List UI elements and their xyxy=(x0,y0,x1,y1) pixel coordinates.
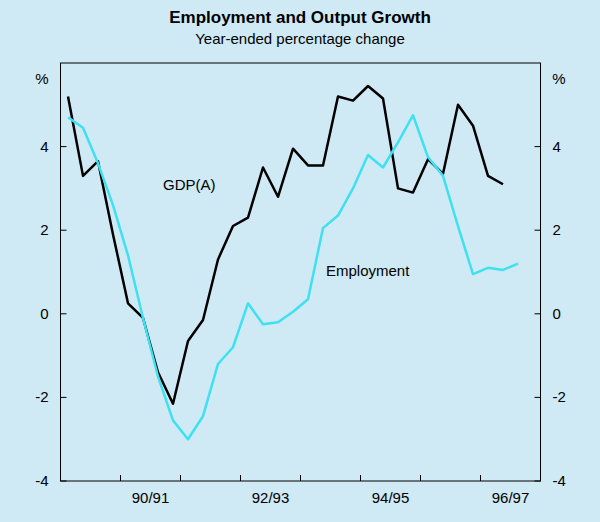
y-tick xyxy=(61,146,67,147)
x-tick xyxy=(120,475,121,481)
y2-tick xyxy=(535,313,541,314)
y2-axis-label: % xyxy=(552,70,565,87)
x-tick-label: 96/97 xyxy=(492,489,530,506)
x-tick-label: 92/93 xyxy=(252,489,290,506)
y2-tick xyxy=(535,397,541,398)
series-label: Employment xyxy=(326,262,410,279)
y-tick xyxy=(61,313,67,314)
y-tick-label: 4 xyxy=(40,138,48,155)
y-tick-label: -2 xyxy=(35,388,48,405)
x-tick xyxy=(420,475,421,481)
x-tick-label: 94/95 xyxy=(372,489,410,506)
y-tick-label: 2 xyxy=(40,221,48,238)
y-tick-label: 0 xyxy=(40,305,48,322)
y2-tick-label: -2 xyxy=(553,388,566,405)
x-tick-label: 90/91 xyxy=(132,489,170,506)
x-tick xyxy=(480,475,481,481)
y-tick-label: -4 xyxy=(35,472,48,489)
x-tick xyxy=(300,475,301,481)
series-group xyxy=(68,86,518,439)
series-label: GDP(A) xyxy=(163,176,216,193)
y-axis-label: % xyxy=(35,70,48,87)
y-tick xyxy=(61,397,67,398)
x-tick xyxy=(180,475,181,481)
y-tick xyxy=(61,230,67,231)
series-line xyxy=(68,86,503,404)
series-line xyxy=(68,115,518,439)
y2-tick xyxy=(535,481,541,482)
y2-tick-label: 0 xyxy=(553,305,561,322)
y2-tick-label: 4 xyxy=(553,138,561,155)
plot-frame xyxy=(61,63,541,481)
y2-tick-label: 2 xyxy=(553,221,561,238)
y2-tick xyxy=(535,230,541,231)
title: Employment and Output Growth xyxy=(169,8,431,27)
y2-tick xyxy=(535,146,541,147)
y2-tick-label: -4 xyxy=(553,472,566,489)
x-tick xyxy=(240,475,241,481)
chart: Employment and Output Growth Year-ended p… xyxy=(0,0,600,522)
background xyxy=(0,0,600,522)
x-tick xyxy=(360,475,361,481)
subtitle: Year-ended percentage change xyxy=(195,30,405,47)
y-tick xyxy=(61,481,67,482)
